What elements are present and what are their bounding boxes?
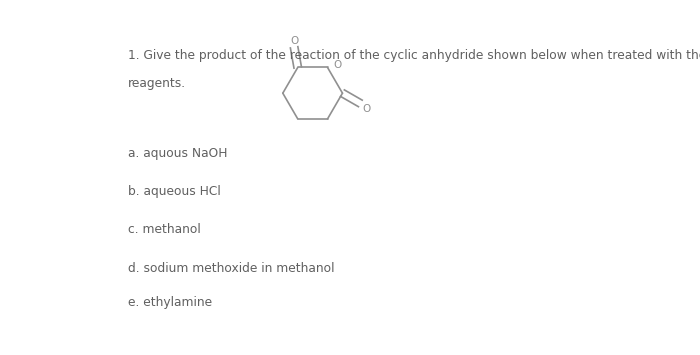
Text: b. aqueous HCl: b. aqueous HCl bbox=[128, 185, 221, 198]
Text: 1. Give the product of the reaction of the cyclic anhydride shown below when tre: 1. Give the product of the reaction of t… bbox=[128, 49, 700, 62]
Text: O: O bbox=[363, 104, 371, 114]
Text: d. sodium methoxide in methanol: d. sodium methoxide in methanol bbox=[128, 262, 335, 275]
Text: O: O bbox=[290, 36, 298, 46]
Text: a. aquous NaOH: a. aquous NaOH bbox=[128, 147, 228, 160]
Text: c. methanol: c. methanol bbox=[128, 223, 201, 236]
Text: e. ethylamine: e. ethylamine bbox=[128, 296, 212, 309]
Text: reagents.: reagents. bbox=[128, 77, 186, 90]
Text: O: O bbox=[333, 60, 342, 70]
